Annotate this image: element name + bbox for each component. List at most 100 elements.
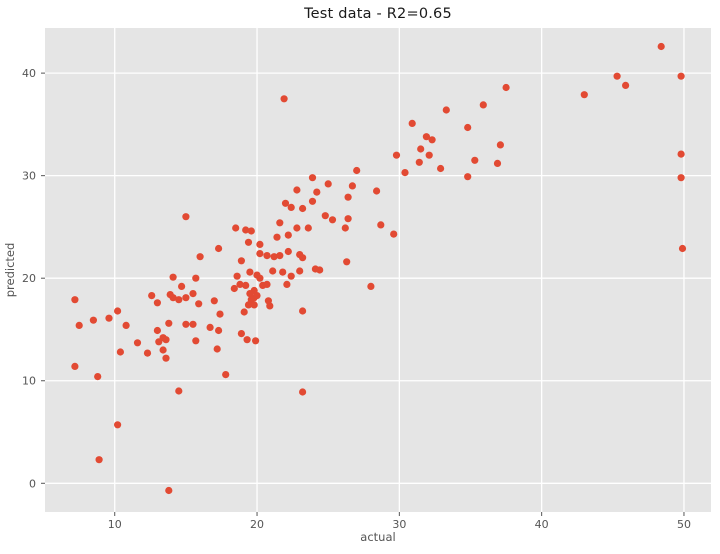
plot-area <box>45 28 711 512</box>
scatter-point <box>162 354 170 362</box>
scatter-point <box>464 123 472 132</box>
x-axis-label: actual <box>360 530 396 544</box>
scatter-point <box>471 156 479 164</box>
scatter-point <box>417 145 425 153</box>
scatter-point <box>299 254 307 262</box>
scatter-point <box>89 316 97 324</box>
scatter-point <box>422 133 430 141</box>
scatter-point <box>269 267 277 275</box>
x-tick-label: 50 <box>677 518 691 531</box>
scatter-point <box>215 244 223 253</box>
scatter-point <box>284 231 292 239</box>
scatter-point <box>253 292 261 300</box>
scatter-point <box>392 151 401 159</box>
scatter-point <box>287 272 295 280</box>
scatter-point <box>299 388 307 396</box>
scatter-point <box>622 81 630 89</box>
scatter-point <box>308 197 317 205</box>
y-tick-label: 0 <box>29 477 36 490</box>
scatter-point <box>344 193 352 201</box>
scatter-point <box>390 230 398 238</box>
scatter-point <box>165 486 173 495</box>
scatter-point <box>293 186 301 194</box>
scatter-point <box>276 252 284 260</box>
scatter-point <box>367 282 375 290</box>
scatter-point <box>502 83 510 92</box>
scatter-point <box>153 299 161 307</box>
scatter-point <box>133 339 142 347</box>
scatter-point <box>373 187 381 195</box>
scatter-point <box>237 257 245 265</box>
scatter-point <box>256 250 264 258</box>
scatter-point <box>237 330 245 338</box>
scatter-point <box>299 307 307 315</box>
scatter-point <box>94 373 102 381</box>
scatter-point <box>247 227 255 235</box>
scatter-point <box>175 387 183 395</box>
scatter-point <box>256 274 264 282</box>
scatter-point <box>677 174 685 182</box>
scatter-point <box>105 314 113 322</box>
scatter-point <box>222 371 230 379</box>
scatter-point <box>95 456 103 464</box>
scatter-point <box>308 174 317 182</box>
scatter-point <box>233 272 241 280</box>
scatter-point <box>677 72 685 80</box>
scatter-point <box>657 42 665 51</box>
scatter-point <box>210 297 218 305</box>
scatter-point <box>316 266 324 274</box>
scatter-point <box>341 224 349 232</box>
scatter-point <box>299 204 307 213</box>
scatter-point <box>437 164 445 173</box>
scatter-point <box>240 308 248 316</box>
scatter-point <box>236 280 244 288</box>
scatter-point <box>377 221 385 229</box>
scatter-point <box>613 72 621 80</box>
scatter-point <box>283 280 291 288</box>
scatter-point <box>250 301 258 309</box>
scatter-point <box>324 180 332 188</box>
scatter-point <box>401 169 409 177</box>
scatter-point <box>206 323 214 331</box>
scatter-point <box>155 338 163 346</box>
scatter-point <box>425 151 433 159</box>
scatter-point <box>71 296 79 304</box>
scatter-point <box>182 213 190 221</box>
y-axis-label: predicted <box>3 242 17 298</box>
chart-title: Test data - R2=0.65 <box>304 6 452 22</box>
scatter-point <box>415 158 423 166</box>
scatter-point <box>175 296 183 304</box>
y-tick-label: 10 <box>22 375 36 388</box>
scatter-point <box>266 302 274 310</box>
scatter-point <box>263 280 271 288</box>
scatter-point <box>287 203 295 211</box>
scatter-point <box>122 321 130 329</box>
scatter-point <box>71 362 79 370</box>
scatter-point <box>153 326 161 335</box>
y-tick-label: 30 <box>22 170 36 183</box>
x-tick-label: 20 <box>250 518 264 531</box>
scatter-point <box>348 182 356 190</box>
scatter-point <box>148 292 156 300</box>
scatter-point <box>213 345 221 353</box>
scatter-point <box>242 281 250 289</box>
scatter-point <box>276 219 284 227</box>
scatter-point <box>143 349 152 357</box>
scatter-point <box>196 253 204 261</box>
scatter-point <box>215 326 223 335</box>
scatter-point <box>678 244 687 253</box>
scatter-point <box>273 233 281 241</box>
scatter-point <box>343 258 351 266</box>
y-tick-label: 20 <box>22 272 36 285</box>
scatter-point <box>279 268 287 276</box>
scatter-point <box>232 224 240 232</box>
scatter-point <box>313 188 321 196</box>
scatter-point <box>114 307 122 315</box>
scatter-point <box>464 173 472 181</box>
scatter-point <box>344 215 352 223</box>
scatter-point <box>442 106 450 114</box>
scatter-point <box>159 346 167 354</box>
scatter-point <box>169 294 177 302</box>
scatter-point <box>281 199 290 207</box>
